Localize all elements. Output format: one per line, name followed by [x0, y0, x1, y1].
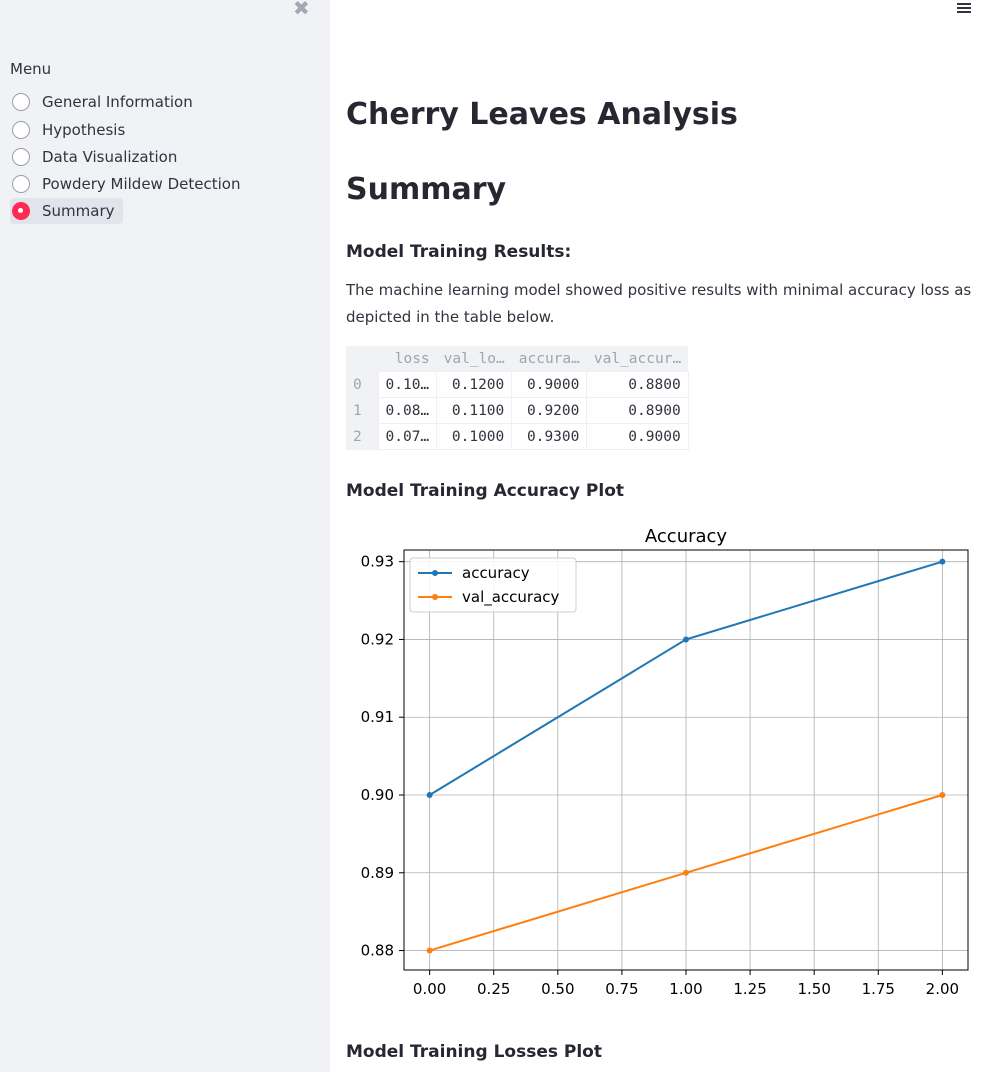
- table-header-row: loss val_lo… accura… val_accur…: [346, 346, 689, 372]
- data-point-accuracy: [683, 636, 689, 643]
- results-table[interactable]: loss val_lo… accura… val_accur… 0 0.10… …: [346, 346, 689, 450]
- table-row: 2 0.07… 0.1000 0.9300 0.9000: [346, 423, 689, 450]
- table-cell[interactable]: 0.1100: [436, 397, 513, 424]
- x-tick-label: 1.25: [733, 980, 766, 998]
- row-index: 0: [346, 371, 378, 398]
- radio-label: Data Visualization: [42, 148, 178, 166]
- column-header[interactable]: val_accur…: [586, 346, 689, 372]
- chart-title: Accuracy: [645, 526, 728, 547]
- hamburger-menu-icon[interactable]: [957, 1, 971, 15]
- radio-circle-icon[interactable]: [12, 93, 30, 111]
- accuracy-chart: Accuracy 0.00 0.25 0.50 0.75 1.00 1.25 1.50 1.75…: [346, 520, 986, 1014]
- table-cell[interactable]: 0.8900: [586, 397, 689, 424]
- table-cell[interactable]: 0.8800: [586, 371, 689, 398]
- table-row: 0 0.10… 0.1200 0.9000 0.8800: [346, 371, 689, 398]
- x-tick-label: 2.00: [926, 980, 959, 998]
- y-tick-label: 0.89: [361, 864, 394, 882]
- legend-label: accuracy: [462, 564, 530, 582]
- data-point-val_accuracy: [939, 792, 946, 798]
- radio-circle-icon[interactable]: [12, 148, 30, 166]
- close-icon[interactable]: ✖: [293, 0, 310, 20]
- radio-label: Summary: [42, 202, 115, 220]
- data-point-accuracy: [426, 792, 433, 798]
- radio-summary[interactable]: Summary: [10, 198, 123, 224]
- index-header: [346, 346, 378, 372]
- page-title: Cherry Leaves Analysis: [346, 97, 738, 132]
- x-tick-label: 0.50: [541, 980, 574, 998]
- x-tick-label: 0.00: [413, 980, 446, 998]
- legend-box: [409, 557, 577, 613]
- radio-circle-icon[interactable]: [12, 175, 30, 193]
- column-header[interactable]: val_lo…: [436, 346, 512, 372]
- table-cell[interactable]: 0.9000: [511, 371, 588, 398]
- legend-marker: [432, 570, 438, 576]
- data-point-val_accuracy: [683, 869, 689, 876]
- table-row: 1 0.08… 0.1100 0.9200 0.8900: [346, 397, 689, 424]
- table-cell[interactable]: 0.07…: [377, 423, 438, 450]
- y-tick-label: 0.88: [361, 942, 394, 960]
- y-tick-label: 0.91: [361, 708, 394, 726]
- table-cell[interactable]: 0.08…: [377, 397, 438, 424]
- row-index: 2: [346, 423, 378, 450]
- table-cell[interactable]: 0.9200: [511, 397, 588, 424]
- y-tick-label: 0.93: [361, 553, 394, 571]
- data-point-val_accuracy: [426, 947, 433, 954]
- x-tick-label: 1.50: [797, 980, 830, 998]
- table-cell[interactable]: 0.9000: [586, 423, 689, 450]
- summary-heading: Summary: [346, 172, 507, 207]
- sidebar: ✖ Menu General Information Hypothesis Da…: [0, 0, 330, 1072]
- legend-marker: [432, 594, 438, 600]
- results-text: The machine learning model showed positi…: [346, 281, 972, 326]
- losses-plot-heading: Model Training Losses Plot: [346, 1042, 602, 1062]
- plot-frame: [403, 549, 969, 971]
- accuracy-plot-heading: Model Training Accuracy Plot: [346, 481, 625, 501]
- radio-label: General Information: [42, 93, 193, 111]
- results-heading: Model Training Results:: [346, 242, 572, 262]
- accuracy-chart-svg: Accuracy 0.00 0.25 0.50 0.75 1.00 1.25 1.50 1.75…: [361, 526, 969, 998]
- x-tick-label: 0.25: [477, 980, 510, 998]
- radio-data-visualization[interactable]: Data Visualization: [10, 144, 185, 170]
- x-tick-label: 0.75: [605, 980, 638, 998]
- y-tick-label: 0.92: [361, 630, 394, 648]
- table-cell[interactable]: 0.10…: [377, 371, 438, 398]
- column-header[interactable]: loss: [378, 346, 437, 372]
- table-cell[interactable]: 0.1200: [436, 371, 513, 398]
- data-point-accuracy: [939, 558, 946, 565]
- menu-title: Menu: [10, 60, 52, 78]
- legend-label: val_accuracy: [462, 588, 560, 607]
- radio-selected-icon[interactable]: [12, 202, 30, 220]
- column-header[interactable]: accura…: [511, 346, 587, 372]
- radio-label: Hypothesis: [42, 121, 126, 139]
- x-tick-label: 1.75: [862, 980, 895, 998]
- radio-circle-icon[interactable]: [12, 121, 30, 139]
- radio-hypothesis[interactable]: Hypothesis: [10, 117, 133, 143]
- radio-powdery-mildew-detection[interactable]: Powdery Mildew Detection: [10, 171, 248, 197]
- y-tick-label: 0.90: [361, 786, 394, 804]
- table-cell[interactable]: 0.9300: [511, 423, 588, 450]
- x-tick-label: 1.00: [669, 980, 702, 998]
- table-cell[interactable]: 0.1000: [436, 423, 513, 450]
- radio-label: Powdery Mildew Detection: [42, 175, 241, 193]
- row-index: 1: [346, 397, 378, 424]
- radio-general-information[interactable]: General Information: [10, 89, 201, 115]
